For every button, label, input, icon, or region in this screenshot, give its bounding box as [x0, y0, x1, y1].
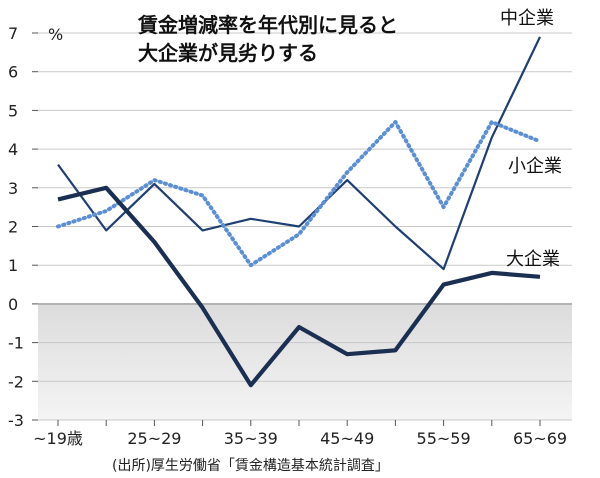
series-line-2 — [57, 185, 541, 388]
y-axis-unit-label: % — [48, 25, 63, 44]
y-tick-label: 5 — [8, 101, 18, 120]
series-line-1 — [56, 120, 542, 268]
x-tick-label: 45~49 — [320, 429, 374, 448]
series-label-0: 中企業 — [500, 8, 554, 29]
chart-title: 賃金増減率を年代別に見ると 大企業が見劣りする — [137, 13, 398, 65]
series-lines — [56, 36, 542, 388]
y-tick-label: 6 — [8, 63, 18, 82]
series-line-0 — [57, 36, 541, 271]
x-tick-label: 65~69 — [513, 429, 567, 448]
y-tick-label: -1 — [8, 334, 24, 353]
y-tick-label: 4 — [8, 140, 18, 159]
y-tick-label: 1 — [8, 256, 18, 275]
title-line-2: 大企業が見劣りする — [138, 41, 318, 65]
y-tick-label: -3 — [8, 411, 24, 430]
title-line-1: 賃金増減率を年代別に見ると — [137, 13, 398, 37]
y-tick-label: 2 — [8, 218, 18, 237]
x-tick-label: ~19歳 — [33, 429, 83, 448]
series-label-2: 大企業 — [506, 249, 560, 270]
y-tick-label: 3 — [8, 179, 18, 198]
y-tick-label: 7 — [8, 24, 18, 43]
x-tick-label: 35~39 — [224, 429, 278, 448]
y-tick-label: -2 — [8, 372, 24, 391]
x-tick-label: 25~29 — [127, 429, 181, 448]
negative-region-shading — [38, 303, 572, 420]
x-axis-ticks: ~19歳 25~29 35~39 45~49 55~59 65~69 — [33, 420, 567, 448]
x-tick-label: 55~59 — [417, 429, 471, 448]
y-tick-label: 0 — [8, 295, 18, 314]
y-axis-ticks: -3 -2 -1 0 1 2 3 4 5 6 7 — [8, 24, 24, 430]
source-note: (出所)厚生労働省「賃金構造基本統計調査」 — [112, 457, 389, 474]
series-label-1: 小企業 — [508, 156, 562, 177]
